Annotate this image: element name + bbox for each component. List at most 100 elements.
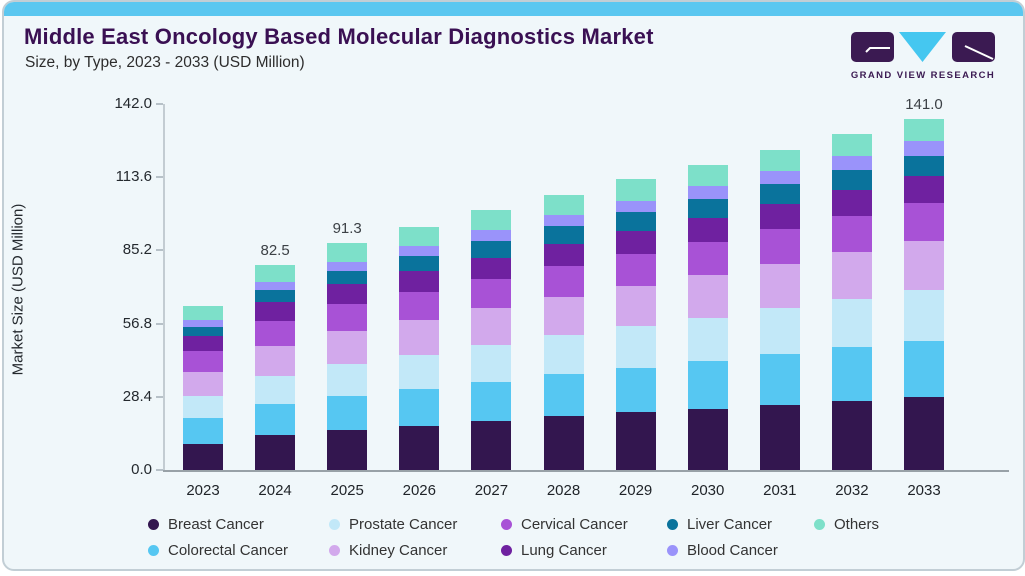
bar-segment-kidney-cancer-2028 [543,296,584,336]
y-tick-label: 142.0 [114,95,152,112]
legend-label: Blood Cancer [687,541,778,559]
bar-segment-prostate-cancer-2032 [831,298,872,348]
bar-segment-blood-cancer-2026 [399,246,440,257]
logo-v-triangle [899,32,946,62]
bar-segment-breast-cancer-2023 [183,443,223,470]
logo-r-glyph [964,45,994,60]
legend-label: Liver Cancer [687,515,773,533]
bar-segment-prostate-cancer-2029 [615,326,656,368]
legend-label: Cervical Cancer [521,515,628,533]
bar-segment-cervical-cancer-2026 [399,291,440,321]
legend-item-kidney-cancer: Kidney Cancer [329,541,447,559]
legend-dot [501,544,512,556]
bar-segment-blood-cancer-2033 [904,140,944,156]
bar-total-label-2024: 82.5 [260,241,290,259]
bar-segment-cervical-cancer-2027 [471,278,512,309]
bar-segment-colorectal-cancer-2031 [759,354,800,405]
bar-segment-liver-cancer-2031 [759,184,800,205]
legend-dot [148,518,159,530]
gvr-logo-mark: GRAND VIEW RESEARCH [851,32,995,81]
legend-item-liver-cancer: Liver Cancer [667,515,772,533]
legend-item-others: Others [814,515,879,533]
bar-segment-breast-cancer-2033 [904,397,944,470]
bar-segment-others-2032 [831,134,872,156]
y-tick-mark [156,103,163,105]
bar-segment-kidney-cancer-2024 [255,345,296,376]
bar-segment-blood-cancer-2025 [327,261,368,271]
bar-segment-others-2031 [759,149,800,172]
legend-label: Kidney Cancer [349,541,448,559]
bar-segment-liver-cancer-2027 [471,240,512,258]
x-tick-label-2033: 2033 [907,482,941,499]
bar-segment-prostate-cancer-2031 [759,308,800,355]
x-tick-label-2030: 2030 [691,482,725,499]
bar-segment-lung-cancer-2025 [327,284,368,305]
y-tick-mark [156,469,163,471]
legend-item-lung-cancer: Lung Cancer [501,541,607,559]
bar-segment-colorectal-cancer-2033 [904,340,944,398]
bar-segment-kidney-cancer-2025 [327,331,368,365]
x-tick-label-2023: 2023 [186,482,220,499]
bar-segment-liver-cancer-2025 [327,270,368,285]
bar-segment-breast-cancer-2028 [543,416,584,470]
legend-item-breast-cancer: Breast Cancer [148,515,264,533]
bar-segment-cervical-cancer-2023 [183,351,223,372]
bar-segment-blood-cancer-2029 [615,200,656,213]
legend-item-prostate-cancer: Prostate Cancer [329,515,457,533]
x-tick-label-2026: 2026 [402,482,436,499]
bar-segment-lung-cancer-2028 [543,244,584,266]
bar-segment-blood-cancer-2024 [255,281,296,291]
legend-dot [329,544,340,556]
x-tick-label-2031: 2031 [763,482,797,499]
y-tick-label: 85.2 [122,241,152,259]
bar-segment-blood-cancer-2027 [471,230,512,241]
bar-segment-liver-cancer-2024 [255,290,296,303]
y-tick-mark [156,176,163,179]
bar-segment-lung-cancer-2027 [471,257,512,279]
page-subtitle: Size, by Type, 2023 - 2033 (USD Million) [25,54,305,71]
bar-segment-colorectal-cancer-2029 [615,367,656,413]
legend-item-cervical-cancer: Cervical Cancer [501,515,628,533]
bar-segment-others-2026 [399,227,440,247]
bar-segment-others-2029 [615,179,656,201]
bar-segment-colorectal-cancer-2027 [471,381,512,422]
legend-dot [667,544,678,556]
bar-segment-lung-cancer-2031 [759,204,800,229]
legend-label: Prostate Cancer [349,515,458,533]
bar-segment-cervical-cancer-2033 [904,203,944,241]
y-tick-label: 0.0 [131,461,152,478]
bar-segment-prostate-cancer-2027 [471,345,512,382]
bar-segment-breast-cancer-2027 [471,421,512,470]
bar-segment-cervical-cancer-2024 [255,320,296,346]
bar-segment-kidney-cancer-2029 [615,285,656,327]
gvr-logo-text: GRAND VIEW RESEARCH [851,70,995,81]
bar-segment-prostate-cancer-2024 [255,375,296,404]
x-axis-line [163,470,1009,472]
bar-segment-others-2028 [543,194,584,216]
bar-segment-kidney-cancer-2027 [471,308,512,345]
bar-segment-cervical-cancer-2029 [615,253,656,286]
bar-segment-prostate-cancer-2033 [904,289,944,341]
legend-dot [814,518,825,530]
bar-segment-breast-cancer-2024 [255,435,296,470]
bar-segment-kidney-cancer-2023 [183,371,223,397]
bar-segment-others-2024 [255,264,296,282]
bar-segment-breast-cancer-2025 [327,430,368,470]
bar-segment-colorectal-cancer-2032 [831,347,872,401]
bar-segment-liver-cancer-2023 [183,326,223,337]
bar-segment-others-2027 [471,210,512,231]
bar-segment-cervical-cancer-2030 [687,241,728,276]
legend-dot [501,518,512,530]
bar-segment-lung-cancer-2032 [831,189,872,216]
legend-label: Colorectal Cancer [168,541,289,559]
bar-segment-cervical-cancer-2032 [831,215,872,252]
logo-g-glyph [865,47,890,53]
legend-label: Breast Cancer [168,515,264,533]
y-tick-label: 113.6 [115,168,152,186]
bar-segment-liver-cancer-2026 [399,256,440,272]
x-tick-label-2028: 2028 [546,482,581,499]
bar-segment-blood-cancer-2023 [183,319,223,327]
bar-segment-prostate-cancer-2026 [399,354,440,389]
y-tick-mark [156,322,163,325]
